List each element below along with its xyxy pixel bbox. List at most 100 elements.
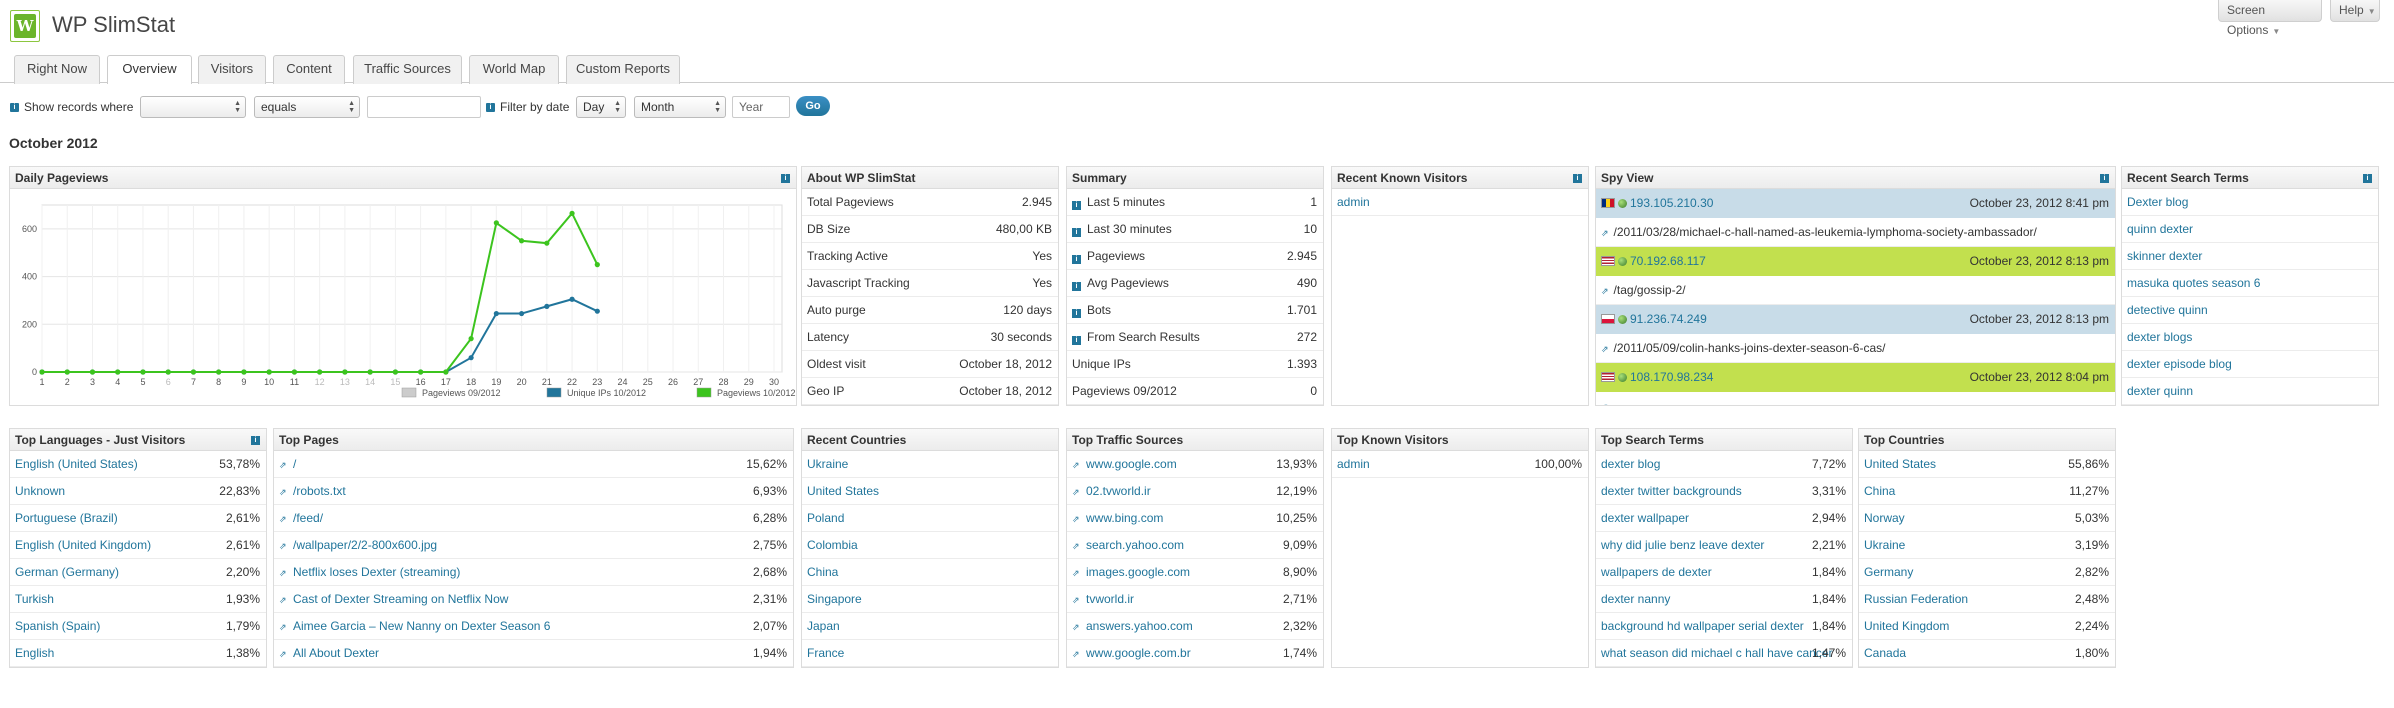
row-link[interactable]: detective quinn	[2127, 303, 2208, 317]
row-link[interactable]: Russian Federation	[1864, 592, 1969, 606]
list-item[interactable]: ⇗ www.google.com 13,93%	[1067, 451, 1323, 478]
row-link[interactable]: 02.tvworld.ir	[1086, 484, 1151, 498]
list-item[interactable]: ⇗ /feed/6,28%	[274, 505, 793, 532]
list-item[interactable]: ⇗ / 15,62%	[274, 451, 793, 478]
row-link[interactable]: China	[1864, 484, 1896, 498]
globe-icon[interactable]	[1618, 257, 1627, 266]
row-link[interactable]: www.google.com.br	[1086, 646, 1191, 660]
spy-url-row[interactable]: ⇗ /tag/gossip-2/	[1596, 276, 2115, 305]
row-link[interactable]: Colombia	[807, 538, 858, 552]
row-link[interactable]: Aimee Garcia – New Nanny on Dexter Seaso…	[293, 619, 551, 633]
list-item[interactable]: ⇗ /wallpaper/2/2-800x600.jpg 2,75%	[274, 532, 793, 559]
list-item[interactable]: dexter episode blog	[2122, 351, 2378, 378]
info-icon[interactable]: i	[1072, 282, 1081, 291]
info-icon[interactable]: i	[1573, 174, 1582, 183]
row-link[interactable]: German (Germany)	[15, 565, 120, 579]
list-item[interactable]: China	[802, 559, 1058, 586]
row-link[interactable]: skinner dexter	[2127, 249, 2203, 263]
list-item[interactable]: why did julie benz leave dexter 2,21%	[1596, 532, 1852, 559]
row-link[interactable]: search.yahoo.com	[1086, 538, 1185, 552]
list-item[interactable]: Poland	[802, 505, 1058, 532]
external-link-icon[interactable]: ⇗	[1601, 286, 1609, 296]
spy-visitor-row[interactable]: 193.105.210.30 October 23, 2012 8:41 pm	[1596, 189, 2115, 218]
list-item[interactable]: ⇗ /robots.txt 6,93%	[274, 478, 793, 505]
row-link[interactable]: Turkish	[15, 592, 54, 606]
tab-visitors[interactable]: Visitors	[198, 55, 266, 84]
external-link-icon[interactable]: ⇗	[1072, 460, 1080, 470]
screen-options-button[interactable]: Screen Options ▼	[2218, 0, 2322, 37]
list-item[interactable]: Unknown 22,83%	[10, 478, 266, 505]
external-link-icon[interactable]: ⇗	[279, 622, 287, 632]
list-item[interactable]: Singapore	[802, 586, 1058, 613]
info-icon[interactable]: i	[781, 174, 790, 183]
globe-icon[interactable]	[1618, 315, 1627, 324]
tab-world-map[interactable]: World Map	[469, 55, 559, 84]
help-button[interactable]: Help ▼	[2330, 0, 2380, 22]
list-item[interactable]: United States	[802, 478, 1058, 505]
list-item[interactable]: Dexter blog	[2122, 189, 2378, 216]
list-item[interactable]: Ukraine 3,19%	[1859, 532, 2115, 559]
globe-icon[interactable]	[1618, 373, 1627, 382]
info-icon[interactable]: i	[1072, 309, 1081, 318]
list-item[interactable]: masuka quotes season 6	[2122, 270, 2378, 297]
external-link-icon[interactable]: ⇗	[1601, 228, 1609, 238]
row-link[interactable]: dexter blogs	[2127, 330, 2193, 344]
list-item[interactable]: wallpapers de dexter 1,84%	[1596, 559, 1852, 586]
row-link[interactable]: admin	[1337, 195, 1370, 209]
external-link-icon[interactable]: ⇗	[1072, 541, 1080, 551]
row-link[interactable]: dexter wallpaper	[1601, 511, 1690, 525]
list-item[interactable]: ⇗ 02.tvworld.ir 12,19%	[1067, 478, 1323, 505]
list-item[interactable]: ⇗ www.bing.com 10,25%	[1067, 505, 1323, 532]
info-icon[interactable]: i	[2363, 174, 2372, 183]
filter-field-select[interactable]: ▲ ▼	[140, 96, 246, 118]
list-item[interactable]: ⇗ answers.yahoo.com 2,32%	[1067, 613, 1323, 640]
info-icon[interactable]: i	[486, 103, 495, 112]
row-link[interactable]: answers.yahoo.com	[1086, 619, 1193, 633]
row-link[interactable]: masuka quotes season 6	[2127, 276, 2261, 290]
row-link[interactable]: Unknown	[15, 484, 66, 498]
row-link[interactable]: dexter blog	[1601, 457, 1661, 471]
row-link[interactable]: tvworld.ir	[1086, 592, 1135, 606]
row-link[interactable]: Canada	[1864, 646, 1907, 660]
row-link[interactable]: China	[807, 565, 839, 579]
row-link[interactable]: Netflix loses Dexter (streaming)	[293, 565, 461, 579]
list-item[interactable]: Japan	[802, 613, 1058, 640]
month-select[interactable]: Month ▲ ▼	[634, 96, 726, 118]
row-link[interactable]: Ukraine	[1864, 538, 1906, 552]
tab-traffic-sources[interactable]: Traffic Sources	[353, 55, 462, 84]
info-icon[interactable]: i	[1072, 336, 1081, 345]
list-item[interactable]: detective quinn	[2122, 297, 2378, 324]
list-item[interactable]: ⇗ search.yahoo.com 9,09%	[1067, 532, 1323, 559]
list-item[interactable]: Norway 5,03%	[1859, 505, 2115, 532]
external-link-icon[interactable]: ⇗	[279, 541, 287, 551]
list-item[interactable]: France	[802, 640, 1058, 667]
spy-url-row[interactable]: ⇗ /2011/05/09/colin-hanks-joins-dexter-se…	[1596, 334, 2115, 363]
row-link[interactable]: Norway	[1864, 511, 1905, 525]
list-item[interactable]: ⇗ www.google.com.br 1,74%	[1067, 640, 1323, 667]
list-item[interactable]: Portuguese (Brazil) 2,61%	[10, 505, 266, 532]
row-link[interactable]: why did julie benz leave dexter	[1601, 538, 1765, 552]
external-link-icon[interactable]: ⇗	[1072, 595, 1080, 605]
visitor-ip-link[interactable]: 91.236.74.249	[1630, 312, 1707, 326]
external-link-icon[interactable]: ⇗	[1072, 487, 1080, 497]
day-select[interactable]: Day ▲ ▼	[576, 96, 626, 118]
row-link[interactable]: United States	[1864, 457, 1937, 471]
row-link[interactable]: Spanish (Spain)	[15, 619, 101, 633]
external-link-icon[interactable]: ⇗	[1601, 393, 1609, 405]
row-link[interactable]: dexter nanny	[1601, 592, 1671, 606]
external-link-icon[interactable]: ⇗	[279, 595, 287, 605]
list-item[interactable]: ⇗ Cast of Dexter Streaming on Netflix Now…	[274, 586, 793, 613]
tab-overview[interactable]: Overview	[107, 55, 192, 84]
list-item[interactable]: Germany 2,82%	[1859, 559, 2115, 586]
row-link[interactable]: Poland	[807, 511, 845, 525]
visited-url[interactable]: /2011/03/28/michael-c-hall-named-as-leuk…	[1613, 225, 2037, 239]
spy-visitor-row[interactable]: 70.192.68.117 October 23, 2012 8:13 pm	[1596, 247, 2115, 276]
row-link[interactable]: United States	[807, 484, 880, 498]
list-item[interactable]: Canada 1,80%	[1859, 640, 2115, 667]
tab-custom-reports[interactable]: Custom Reports	[566, 55, 680, 84]
external-link-icon[interactable]: ⇗	[279, 649, 287, 659]
tab-right-now[interactable]: Right Now	[14, 55, 100, 84]
row-link[interactable]: English	[15, 646, 55, 660]
row-link[interactable]: quinn dexter	[2127, 222, 2194, 236]
list-item[interactable]: ⇗ tvworld.ir 2,71%	[1067, 586, 1323, 613]
